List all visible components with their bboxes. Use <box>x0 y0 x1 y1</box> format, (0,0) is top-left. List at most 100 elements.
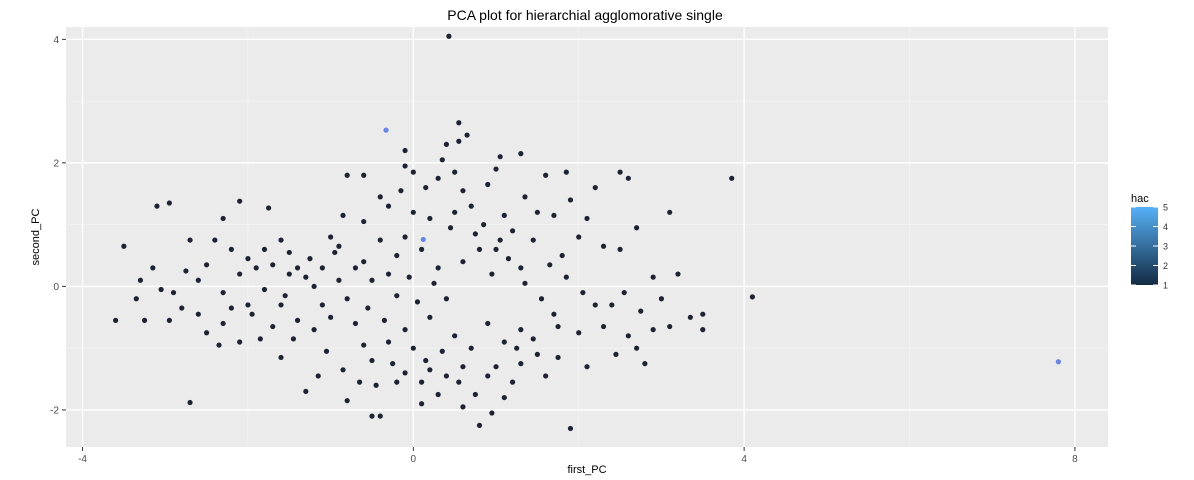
data-point <box>410 169 416 175</box>
data-point <box>700 327 706 333</box>
data-point <box>534 351 540 357</box>
data-point <box>650 327 656 333</box>
data-point <box>485 181 491 188</box>
data-point <box>383 127 389 133</box>
data-point <box>456 379 462 385</box>
data-point <box>476 422 483 428</box>
data-point <box>456 138 462 144</box>
data-point <box>427 314 433 320</box>
minor-gridlines <box>66 27 1108 447</box>
data-point <box>373 382 379 388</box>
data-point <box>749 294 755 300</box>
data-point <box>493 246 499 252</box>
data-point <box>460 188 466 194</box>
data-point <box>249 311 255 317</box>
data-point <box>377 194 383 200</box>
data-point <box>282 293 288 299</box>
data-point <box>443 373 450 379</box>
data-point <box>203 262 210 268</box>
data-point <box>394 293 400 299</box>
data-point <box>228 246 234 252</box>
data-point <box>113 317 119 323</box>
legend-label: 5 <box>1163 203 1168 213</box>
y-tick-label: 0 <box>53 282 59 293</box>
data-point <box>435 391 441 398</box>
data-point <box>729 175 735 181</box>
data-point <box>634 345 640 351</box>
data-point <box>613 351 619 357</box>
data-point <box>580 289 586 296</box>
data-point <box>468 203 474 209</box>
data-point <box>427 215 433 222</box>
data-point <box>245 256 251 262</box>
data-point <box>443 141 450 147</box>
data-point <box>505 256 512 262</box>
data-point <box>687 314 693 320</box>
data-point <box>294 317 301 323</box>
data-point <box>361 218 367 225</box>
data-point <box>286 271 292 277</box>
data-point <box>344 296 350 302</box>
data-point <box>675 271 681 277</box>
data-point <box>485 320 491 327</box>
data-point <box>547 262 553 268</box>
data-point <box>154 203 160 209</box>
data-point <box>518 327 524 333</box>
data-point <box>278 354 284 361</box>
data-point <box>446 33 452 39</box>
data-point <box>431 280 437 286</box>
data-point <box>261 246 268 252</box>
data-point <box>501 394 507 401</box>
y-axis-label: second_PC <box>30 209 42 266</box>
data-point <box>195 277 201 283</box>
legend-label: 3 <box>1163 242 1168 252</box>
data-point <box>261 286 268 293</box>
data-point <box>323 348 330 354</box>
data-point <box>220 289 226 296</box>
data-points <box>113 33 1061 432</box>
data-point <box>361 259 367 265</box>
data-point <box>307 256 313 262</box>
data-point <box>286 249 292 256</box>
x-tick-label: -4 <box>78 454 87 465</box>
data-point <box>456 120 462 126</box>
data-point <box>543 373 549 379</box>
data-point <box>390 361 396 367</box>
data-point <box>361 172 367 178</box>
legend-label: 1 <box>1163 281 1168 291</box>
data-point <box>166 317 172 323</box>
data-point <box>369 357 375 364</box>
data-point <box>530 237 536 243</box>
data-point <box>493 364 499 370</box>
y-tick-label: 4 <box>53 35 59 46</box>
data-point <box>257 336 263 342</box>
data-point <box>183 268 189 274</box>
data-point <box>522 280 528 286</box>
data-point <box>563 274 569 280</box>
data-point <box>452 169 458 175</box>
data-point <box>394 252 400 259</box>
data-point <box>344 398 350 404</box>
data-point <box>584 364 590 370</box>
data-point <box>352 265 359 271</box>
legend: hac 5 4 3 2 1 <box>1131 193 1168 291</box>
data-point <box>220 320 226 327</box>
data-point <box>141 317 148 323</box>
x-axis-label: first_PC <box>567 464 606 476</box>
data-point <box>340 212 346 218</box>
data-point <box>290 336 297 342</box>
data-point <box>489 410 495 416</box>
data-point <box>468 345 474 351</box>
data-point <box>435 265 441 271</box>
data-point <box>509 379 516 385</box>
data-point <box>667 209 673 215</box>
legend-title: hac <box>1131 193 1149 205</box>
data-point <box>567 425 574 432</box>
data-point <box>452 209 458 215</box>
data-point <box>567 197 574 203</box>
data-point <box>464 132 470 138</box>
data-point <box>497 237 503 243</box>
plot-panel <box>66 27 1108 447</box>
data-point <box>460 404 466 410</box>
data-point <box>340 367 346 373</box>
